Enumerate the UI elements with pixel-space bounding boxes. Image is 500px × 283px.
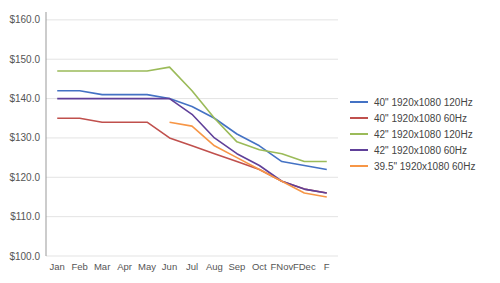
legend-swatch bbox=[350, 133, 368, 135]
legend-swatch bbox=[350, 149, 368, 151]
series-line bbox=[170, 122, 327, 197]
y-axis: $100.0 $110.0 $120.0 $130.0 $140.0 $150.0 $160… bbox=[9, 12, 46, 262]
legend-label: 40" 1920x1080 60Hz bbox=[374, 113, 467, 124]
legend-swatch bbox=[350, 165, 368, 167]
x-tick-label: Aug bbox=[206, 261, 223, 272]
y-tick-label: $150.0 bbox=[9, 54, 40, 65]
grid-line bbox=[46, 59, 338, 60]
y-axis-line bbox=[46, 12, 47, 256]
x-tick-label: Apr bbox=[117, 261, 132, 272]
legend-swatch bbox=[350, 101, 368, 103]
x-tick-label: Jan bbox=[50, 261, 65, 272]
legend: 40" 1920x1080 120Hz 40" 1920x1080 60Hz 42"… bbox=[350, 97, 475, 172]
x-tick-label: Jun bbox=[162, 261, 177, 272]
legend-label: 40" 1920x1080 120Hz bbox=[374, 97, 473, 108]
chart: $100.0 $110.0 $120.0 $130.0 $140.0 $150.0 $160… bbox=[0, 0, 500, 283]
x-tick-label: FNov bbox=[270, 261, 293, 272]
legend-label: 42" 1920x1080 60Hz bbox=[374, 145, 467, 156]
legend-swatch bbox=[350, 117, 368, 119]
grid-line bbox=[46, 216, 338, 217]
x-axis: Jan Feb Mar Apr May Jun Jul Aug Sep OctFNovFDec F bbox=[50, 261, 330, 272]
x-tick-label: F bbox=[324, 261, 330, 272]
y-tick-label: $120.0 bbox=[9, 172, 40, 183]
series-line bbox=[57, 99, 327, 193]
legend-label: 39.5" 1920x1080 60Hz bbox=[374, 161, 475, 172]
x-tick-label: May bbox=[138, 261, 156, 272]
x-tick-label: Sep bbox=[228, 261, 245, 272]
x-tick-label: Feb bbox=[72, 261, 88, 272]
grid bbox=[46, 20, 338, 256]
lines bbox=[57, 67, 327, 197]
grid-line bbox=[46, 19, 338, 20]
y-tick-label: $140.0 bbox=[9, 93, 40, 104]
grid-line bbox=[46, 137, 338, 138]
grid-line bbox=[46, 177, 338, 178]
y-tick-label: $100.0 bbox=[9, 251, 40, 262]
x-tick-label: Mar bbox=[94, 261, 110, 272]
y-tick-label: $110.0 bbox=[10, 211, 40, 222]
x-tick-label: Oct bbox=[252, 261, 267, 272]
x-tick-label: FDec bbox=[293, 261, 316, 272]
legend-label: 42" 1920x1080 120Hz bbox=[374, 129, 473, 140]
grid-line bbox=[46, 256, 338, 257]
x-tick-label: Jul bbox=[186, 261, 198, 272]
y-tick-label: $160.0 bbox=[9, 14, 40, 25]
y-tick-label: $130.0 bbox=[9, 132, 40, 143]
series-line bbox=[57, 91, 327, 170]
